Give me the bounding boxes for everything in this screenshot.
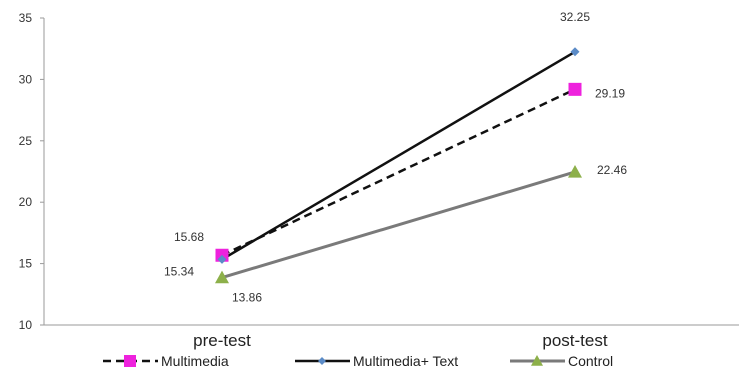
y-tick-label: 35 xyxy=(19,11,33,25)
data-label: 15.68 xyxy=(174,230,204,244)
data-label: 15.34 xyxy=(164,264,194,278)
data-point xyxy=(570,47,580,57)
legend-marker xyxy=(124,355,136,367)
series-markers xyxy=(215,47,582,284)
y-tick-labels: 10 15 20 25 30 35 xyxy=(19,11,44,332)
x-tick-label: pre-test xyxy=(193,331,251,350)
legend-item: Control xyxy=(510,353,613,369)
data-label: 32.25 xyxy=(560,10,590,24)
y-tick-label: 10 xyxy=(19,318,33,332)
x-tick-labels: pre-test post-test xyxy=(193,331,608,350)
data-labels: 15.68 29.19 15.34 32.25 13.86 22.46 xyxy=(164,10,627,305)
y-tick-label: 15 xyxy=(19,257,33,271)
series-line xyxy=(221,170,576,280)
x-tick-label: post-test xyxy=(542,331,607,350)
data-label: 22.46 xyxy=(597,163,627,177)
legend-item: Multimedia xyxy=(103,353,229,369)
data-point xyxy=(568,82,582,96)
chart-axes xyxy=(43,18,739,326)
y-tick-label: 30 xyxy=(19,72,33,86)
data-label: 13.86 xyxy=(232,291,262,305)
legend-label: Control xyxy=(568,353,613,369)
legend-label: Multimedia xyxy=(161,353,229,369)
series-line xyxy=(221,50,576,261)
legend-marker xyxy=(531,355,543,366)
legend-label: Multimedia+ Text xyxy=(353,353,458,369)
series-line xyxy=(221,88,576,257)
data-point xyxy=(217,254,227,264)
legend-item: Multimedia+ Text xyxy=(295,353,458,369)
y-tick-label: 25 xyxy=(19,134,33,148)
data-point xyxy=(215,270,229,284)
legend-marker xyxy=(318,357,326,365)
data-point xyxy=(568,164,582,178)
series-lines xyxy=(221,50,576,280)
data-label: 29.19 xyxy=(595,86,625,100)
chart-legend: Multimedia Multimedia+ Text Control xyxy=(103,353,613,369)
y-tick-label: 20 xyxy=(19,195,33,209)
